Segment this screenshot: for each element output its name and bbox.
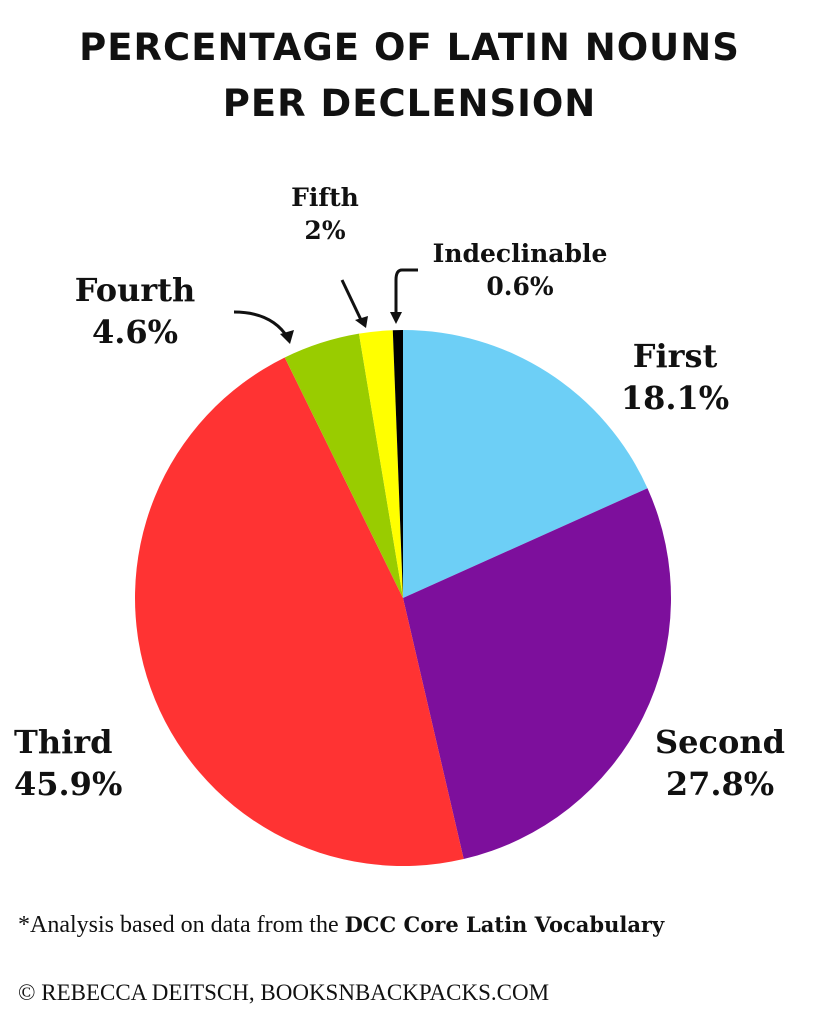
label-fourth: Fourth 4.6%	[60, 270, 210, 353]
footnote-text: *Analysis based on data from the	[18, 912, 345, 938]
footnote: *Analysis based on data from the DCC Cor…	[18, 912, 664, 939]
label-first-name: First	[632, 337, 718, 375]
arrow-indeclinable	[394, 268, 418, 316]
label-indeclinable-name: Indeclinable	[432, 239, 608, 268]
arrow-heads	[280, 312, 402, 344]
label-fifth-value: 2%	[304, 215, 346, 245]
label-fourth-value: 4.6%	[91, 312, 179, 351]
label-second: Second 27.8%	[640, 722, 800, 805]
footnote-source: DCC Core Latin Vocabulary	[344, 912, 665, 937]
label-indeclinable-value: 0.6%	[486, 271, 554, 301]
label-arrows	[233, 268, 418, 339]
label-second-name: Second	[655, 723, 785, 761]
label-fifth-name: Fifth	[291, 183, 359, 212]
label-second-value: 27.8%	[665, 764, 775, 803]
label-first: First 18.1%	[600, 336, 750, 419]
title-line-2: PER DECLENSION	[222, 82, 597, 125]
label-fifth: Fifth 2%	[270, 182, 380, 247]
pie-slice-first	[403, 330, 648, 598]
copyright: © REBECCA DEITSCH, BOOKSNBACKPACKS.COM	[18, 980, 550, 1005]
label-fourth-name: Fourth	[74, 271, 196, 309]
pie-slice-second	[403, 488, 671, 860]
pie-slice-third	[135, 357, 464, 866]
pie-slice-indeclinable	[392, 330, 403, 598]
label-first-value: 18.1%	[620, 378, 730, 417]
chart-title: PERCENTAGE OF LATIN NOUNS PER DECLENSION	[0, 20, 819, 132]
title-line-1: PERCENTAGE OF LATIN NOUNS	[79, 26, 740, 69]
label-indeclinable: Indeclinable 0.6%	[420, 238, 620, 303]
label-third: Third 45.9%	[14, 722, 154, 805]
pie-slice-fifth	[358, 330, 403, 598]
pie-slice-fourth	[284, 333, 403, 598]
label-third-value: 45.9%	[14, 764, 123, 803]
label-third-name: Third	[14, 723, 113, 761]
arrow-fourth	[233, 310, 290, 339]
arrow-fifth	[340, 279, 364, 323]
